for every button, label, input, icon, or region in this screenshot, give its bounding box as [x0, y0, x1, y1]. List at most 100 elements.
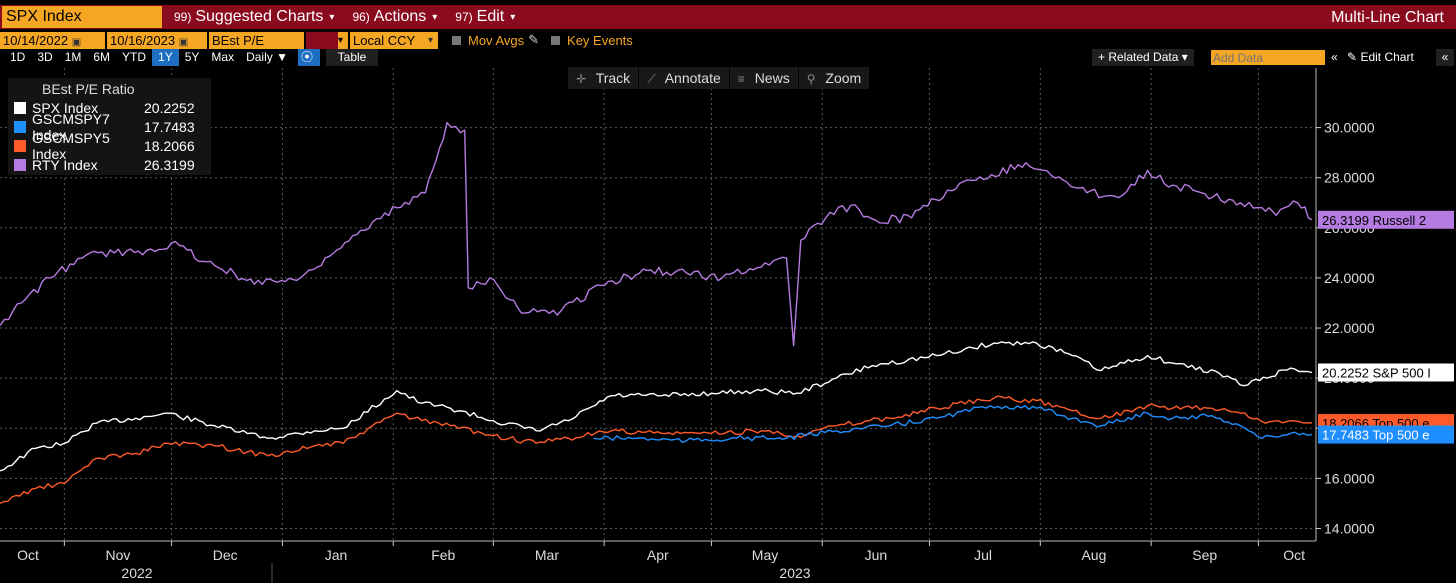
x-tick-label: Jun — [865, 547, 888, 563]
mov-avgs-label: Mov Avgs — [468, 32, 525, 48]
chevron-down-icon: ▾ — [338, 31, 348, 49]
x-tick-label: Sep — [1192, 547, 1217, 563]
chevron-down-icon: ▾ — [428, 34, 434, 46]
x-tick-label: Oct — [1283, 547, 1305, 563]
legend-value: 26.3199 — [144, 156, 195, 173]
range-button-3d[interactable]: 3D — [37, 50, 53, 64]
range-button-ytd[interactable]: YTD — [122, 50, 147, 64]
value-tag-label-rty: 26.3199 Russell 2 — [1322, 213, 1426, 228]
range-button-1d[interactable]: 1D — [10, 50, 26, 64]
related-data-menu[interactable]: + Related Data ▾ — [1092, 49, 1194, 66]
legend-item-spx[interactable]: SPX Index 20.2252 — [14, 98, 205, 117]
range-button-max[interactable]: Max — [211, 50, 235, 64]
edit-menu[interactable]: 97) Edit ▾ — [449, 6, 521, 28]
calendar-icon[interactable]: ▣ — [71, 36, 82, 48]
news-tool[interactable]: ≡ News — [729, 67, 798, 89]
menu-number: 99) — [174, 10, 192, 24]
chevron-down-icon: ▾ — [1181, 50, 1188, 64]
end-date-field[interactable]: 10/16/2023 ▣ — [107, 31, 207, 49]
checkbox-icon[interactable] — [551, 35, 561, 45]
x-tick-label: Dec — [213, 547, 238, 563]
key-events-label: Key Events — [567, 32, 633, 48]
series-line-gscmspy7 — [593, 405, 1313, 444]
legend-item-rty[interactable]: RTY Index 26.3199 — [14, 155, 205, 174]
range-row: 1D 3D 1M 6M YTD 1Y 5Y Max Daily ▼ ⦿ Table + Rel… — [0, 49, 1456, 66]
x-tick-label: Feb — [431, 547, 455, 563]
y-tick-label: 16.0000 — [1324, 470, 1375, 486]
legend-swatch — [14, 101, 26, 114]
legend-swatch — [14, 158, 26, 171]
y-tick-label: 30.0000 — [1324, 120, 1375, 136]
currency-value: Local CCY — [353, 32, 416, 48]
range-button-1y[interactable]: 1Y — [152, 49, 179, 66]
line-chart-icon[interactable]: ⦿ — [297, 49, 320, 66]
chevron-down-icon: ▾ — [432, 11, 438, 23]
zoom-tool[interactable]: ⚲ Zoom — [798, 67, 870, 89]
y-tick-label: 28.0000 — [1324, 170, 1375, 186]
add-data-input[interactable] — [1211, 50, 1325, 65]
news-icon: ≡ — [737, 72, 745, 86]
settings-row: 10/14/2022 ▣ 10/16/2023 ▣ BEst P/E ▾ Loc… — [0, 30, 1456, 50]
y-tick-label: 14.0000 — [1324, 520, 1375, 536]
pencil-icon[interactable]: ✎ — [528, 32, 540, 47]
range-button-5y[interactable]: 5Y — [184, 50, 200, 64]
menu-label: Actions — [373, 8, 427, 25]
value-tag-label-gscmspy7: 17.7483 Top 500 e — [1322, 428, 1429, 443]
suggested-charts-menu[interactable]: 99) Suggested Charts ▾ — [168, 6, 340, 28]
key-events-toggle[interactable]: Key Events — [551, 33, 633, 48]
calendar-icon[interactable]: ▣ — [178, 36, 189, 48]
table-button[interactable]: Table — [325, 49, 378, 66]
menu-number: 96) — [352, 10, 370, 24]
x-tick-label: May — [752, 547, 778, 563]
x-tick-label: Apr — [647, 547, 669, 563]
collapse-left-icon[interactable]: « — [1331, 50, 1338, 64]
edit-chart-label: Edit Chart — [1360, 50, 1414, 64]
x-tick-label: Jan — [325, 547, 348, 563]
legend-value: 18.2066 — [144, 137, 195, 154]
start-date-field[interactable]: 10/14/2022 ▣ — [0, 31, 105, 49]
checkbox-icon[interactable] — [452, 35, 461, 45]
collapse-panel-icon[interactable]: « — [1436, 49, 1454, 66]
legend-name: RTY Index — [32, 156, 98, 173]
legend-name: GSCMSPY5 Index — [32, 129, 110, 162]
start-date-value: 10/14/2022 — [3, 32, 69, 48]
year-label: 2022 — [121, 565, 152, 581]
track-tool[interactable]: ✛ Track — [568, 67, 639, 89]
field-value: BEst P/E — [212, 32, 265, 48]
tool-label: Track — [595, 70, 631, 86]
actions-menu[interactable]: 96) Actions ▾ — [346, 6, 443, 28]
value-tag-gscmspy7 — [1318, 425, 1454, 444]
legend-item-gscmspy5[interactable]: GSCMSPY5 Index 18.2066 — [14, 130, 205, 162]
tool-label: Zoom — [825, 70, 862, 86]
frequency-selector[interactable]: Daily ▼ — [240, 49, 294, 66]
legend-item-gscmspy7[interactable]: GSCMSPY7 Index 17.7483 — [14, 111, 205, 143]
annotate-tool[interactable]: ⟋ Annotate — [639, 67, 729, 89]
y-tick-label: 22.0000 — [1324, 320, 1375, 336]
menu-label: Edit — [476, 8, 505, 25]
color-selector[interactable]: ▾ — [306, 31, 348, 49]
edit-chart-button[interactable]: « ✎ Edit Chart — [1331, 49, 1414, 66]
pen-icon: ⟋ — [647, 72, 656, 86]
x-tick-label: Mar — [535, 547, 559, 563]
legend-value: 20.2252 — [144, 99, 195, 116]
tool-label: News — [754, 70, 790, 86]
chevron-down-icon: ▾ — [329, 11, 335, 23]
value-tag-label-spx: 20.2252 S&P 500 I — [1322, 365, 1431, 380]
mov-avgs-toggle[interactable]: Mov Avgs ✎ — [452, 32, 539, 48]
range-button-1m[interactable]: 1M — [64, 50, 82, 64]
crosshair-icon: ✛ — [576, 72, 587, 86]
chevron-down-icon: ▾ — [510, 11, 516, 23]
legend-value: 17.7483 — [144, 118, 195, 135]
field-selector[interactable]: BEst P/E — [209, 31, 304, 49]
tool-label: Annotate — [664, 70, 721, 86]
ticker-field[interactable]: SPX Index — [2, 6, 162, 28]
y-tick-label: 24.0000 — [1324, 270, 1375, 286]
currency-selector[interactable]: Local CCY ▾ — [350, 31, 438, 49]
chart-legend: BEst P/E Ratio SPX Index 20.2252 GSCMSPY… — [8, 78, 211, 175]
series-line-rty — [0, 121, 1313, 347]
legend-swatch — [14, 139, 26, 152]
frequency-label: Daily — [246, 50, 273, 64]
menu-label: Suggested Charts — [195, 8, 324, 25]
range-button-6m[interactable]: 6M — [93, 50, 111, 64]
